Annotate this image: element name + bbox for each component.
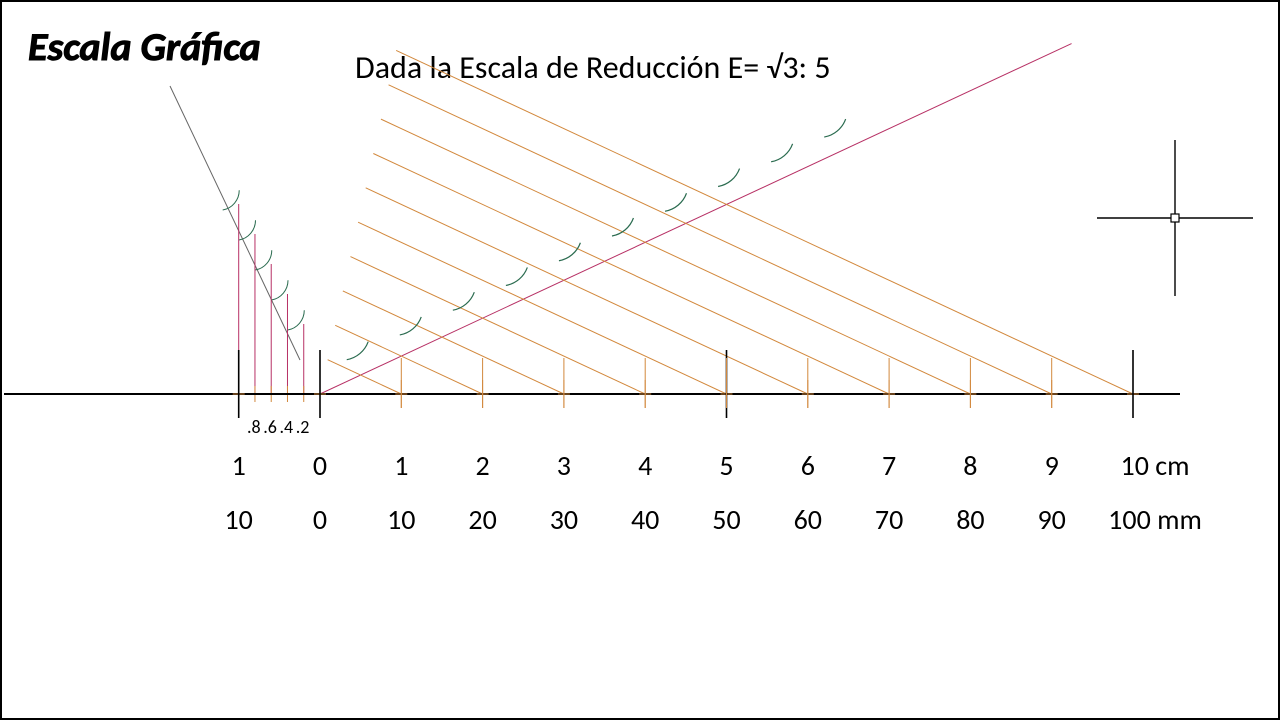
tick-cm-10: 9	[1045, 448, 1059, 483]
tick-cm-1: 0	[313, 448, 327, 483]
tick-cm-0: 1	[232, 448, 246, 483]
sub-tick-label-1: .6	[263, 416, 277, 438]
tick-mm-2: 10	[387, 502, 415, 537]
tick-cm-6: 5	[719, 448, 733, 483]
tick-mm-8: 70	[875, 502, 903, 537]
tick-cm-3: 2	[475, 448, 489, 483]
tick-mm-4: 30	[550, 502, 578, 537]
tick-mm-1: 0	[313, 502, 327, 537]
tick-cm-2: 1	[394, 448, 408, 483]
tick-mm-6: 50	[712, 502, 740, 537]
tick-cm-8: 7	[882, 448, 896, 483]
tick-mm-9: 80	[956, 502, 984, 537]
tick-mm-11: 100 mm	[1108, 502, 1202, 537]
tick-cm-11: 10 cm	[1121, 448, 1190, 483]
scale-diagram	[0, 0, 1280, 720]
sub-tick-label-2: .4	[279, 416, 293, 438]
tick-cm-7: 6	[801, 448, 815, 483]
tick-mm-10: 90	[1037, 502, 1065, 537]
tick-cm-5: 4	[638, 448, 652, 483]
sub-tick-label-0: .8	[247, 416, 261, 438]
tick-cm-4: 3	[557, 448, 571, 483]
tick-mm-5: 40	[631, 502, 659, 537]
tick-mm-3: 20	[468, 502, 496, 537]
tick-mm-0: 10	[224, 502, 252, 537]
tick-mm-7: 60	[794, 502, 822, 537]
sub-tick-label-3: .2	[296, 416, 310, 438]
tick-cm-9: 8	[963, 448, 977, 483]
